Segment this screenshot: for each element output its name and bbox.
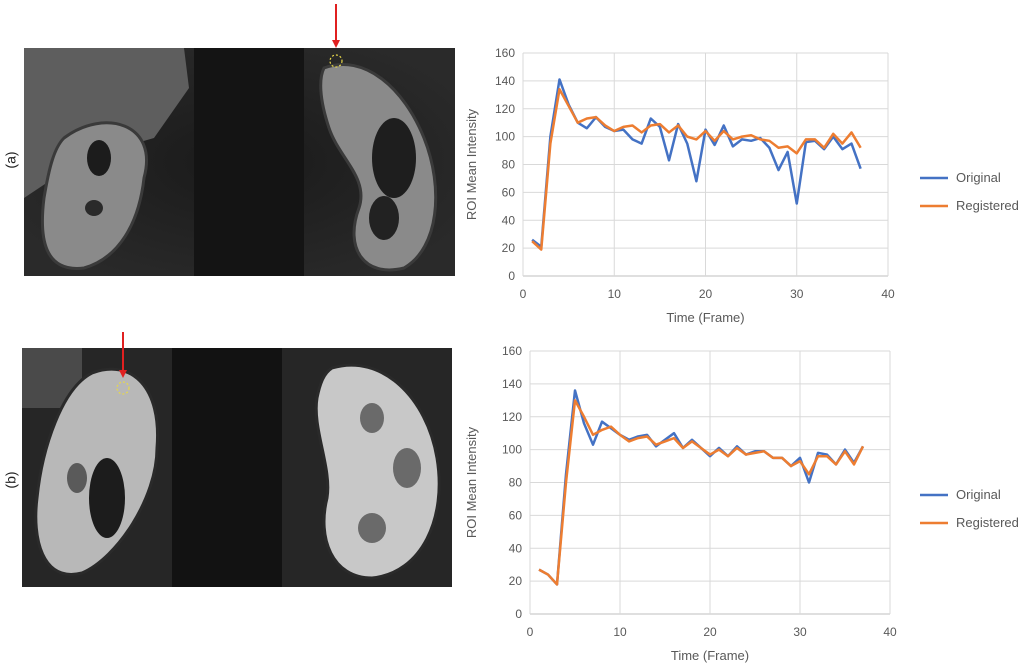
legend-label-original: Original (956, 170, 1001, 185)
legend-label-registered: Registered (956, 515, 1019, 530)
kidney-left (314, 363, 441, 580)
y-tick-label: 60 (502, 185, 516, 199)
y-tick-label: 160 (495, 46, 515, 60)
chart-b: 0 20 40 60 80 100 120 140 160 0 10 20 30 40 Time (Fram… (464, 344, 1019, 663)
y-tick-label: 60 (509, 508, 523, 522)
y-tick-label: 120 (495, 102, 515, 116)
x-tick-label: 30 (793, 625, 807, 639)
x-tick-label: 40 (883, 625, 897, 639)
y-tick-label: 100 (502, 443, 522, 457)
kidney-right (40, 121, 148, 270)
x-tick-label: 20 (699, 287, 713, 301)
series-line-registered (531, 87, 862, 251)
mri-image-b (22, 348, 452, 587)
y-tick-label: 40 (509, 541, 523, 555)
panel-label-a: (a) (2, 151, 19, 169)
legend-label-registered: Registered (956, 198, 1019, 213)
arrow-a-icon (332, 4, 340, 48)
x-tick-label: 0 (520, 287, 527, 301)
legend-label-original: Original (956, 487, 1001, 502)
y-tick-label: 0 (515, 607, 522, 621)
x-tick-label: 10 (608, 287, 622, 301)
y-tick-label: 80 (502, 158, 516, 172)
y-tick-label: 120 (502, 410, 522, 424)
y-tick-label: 0 (508, 269, 515, 283)
arrow-b-icon (119, 332, 127, 378)
chart-a: 0 20 40 60 80 100 120 140 160 0 10 20 30 40 Time (Fram… (464, 46, 1019, 325)
y-axis-title: ROI Mean Intensity (464, 426, 479, 538)
y-tick-label: 20 (509, 574, 523, 588)
roi-circle-b (116, 381, 130, 395)
y-tick-label: 140 (495, 74, 515, 88)
x-axis-title: Time (Frame) (666, 310, 744, 325)
y-tick-label: 100 (495, 130, 515, 144)
x-tick-label: 0 (527, 625, 534, 639)
y-tick-label: 140 (502, 377, 522, 391)
x-tick-label: 40 (881, 287, 895, 301)
series-line-original (531, 78, 862, 248)
y-tick-label: 40 (502, 213, 516, 227)
x-tick-label: 20 (703, 625, 717, 639)
y-axis-title: ROI Mean Intensity (464, 108, 479, 220)
y-tick-label: 20 (502, 241, 516, 255)
x-axis-title: Time (Frame) (671, 648, 749, 663)
roi-circle-a (329, 54, 343, 68)
mri-image-a (24, 48, 455, 276)
panel-label-b: (b) (2, 471, 19, 489)
series-line-registered (538, 399, 865, 586)
x-tick-label: 10 (613, 625, 627, 639)
x-tick-label: 30 (790, 287, 804, 301)
series-line-original (538, 389, 865, 586)
y-tick-label: 80 (509, 476, 523, 490)
y-tick-label: 160 (502, 344, 522, 358)
